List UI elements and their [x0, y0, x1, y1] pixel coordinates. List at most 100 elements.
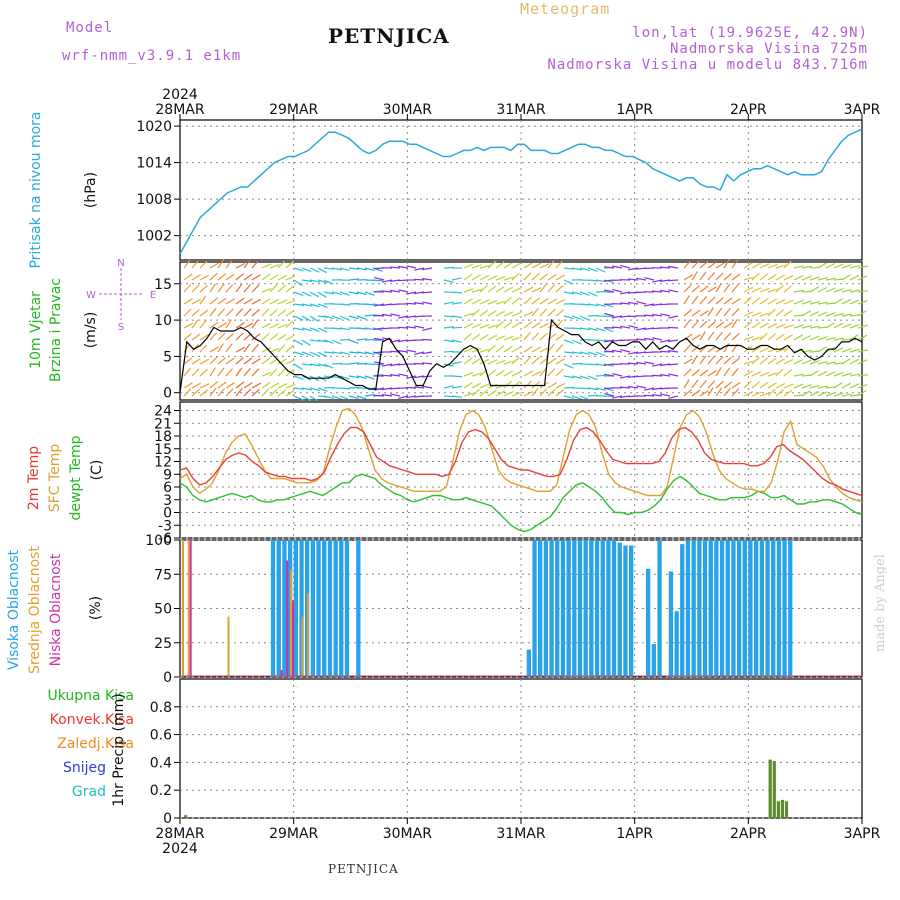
- wind-arrow: [691, 260, 700, 269]
- wind-arrow: [414, 351, 425, 355]
- wind-arrow: [743, 360, 754, 365]
- bottom-year-label: 2024: [162, 841, 198, 857]
- wind-arrow: [775, 284, 784, 293]
- wind-arrow: [269, 284, 278, 293]
- y-tick-label: 9: [163, 467, 172, 483]
- wind-arrow: [285, 389, 295, 397]
- wind-arrow: [191, 319, 199, 329]
- wind-arrow: [374, 337, 385, 341]
- wind-arrow: [277, 274, 287, 281]
- wind-arrow: [523, 321, 533, 329]
- wind-arrow: [707, 355, 715, 365]
- wind-arrow: [731, 357, 741, 365]
- wind-arrow: [793, 324, 804, 329]
- wind-arrow: [817, 346, 827, 353]
- wind-arrow: [636, 277, 647, 281]
- wind-arrow: [555, 389, 565, 397]
- wind-arrow: [323, 279, 334, 285]
- precip-bar: [184, 815, 188, 818]
- wind-arrow: [775, 382, 786, 389]
- wind-arrow: [636, 327, 647, 331]
- wind-arrow: [555, 368, 564, 377]
- wind-arrow: [309, 279, 320, 283]
- wind-arrow: [511, 321, 521, 329]
- wind-arrow: [372, 279, 383, 282]
- wind-arrow: [243, 308, 252, 317]
- wind-arrow: [331, 339, 342, 345]
- wind-arrow: [209, 321, 219, 329]
- wind-arrow: [191, 333, 201, 341]
- y-tick-label: 18: [154, 429, 172, 445]
- pressure-axis-label: Pritisak na nivou mora: [28, 111, 44, 268]
- station-title: PETNJICA: [328, 24, 450, 48]
- wind-arrow: [406, 349, 417, 353]
- wind-arrow: [269, 308, 278, 317]
- wind-arrow: [269, 382, 279, 389]
- wind-arrow: [849, 299, 860, 305]
- wind-arrow: [323, 375, 334, 379]
- wind-arrow: [571, 339, 582, 345]
- wind-arrow: [547, 357, 557, 365]
- y-tick-label: 1020: [136, 119, 172, 135]
- wind-arrow: [731, 259, 739, 269]
- wind-arrow: [699, 331, 706, 341]
- wind-arrow: [373, 314, 385, 317]
- wind-arrow: [643, 314, 655, 317]
- wind-arrow: [235, 273, 245, 281]
- wind-arrow: [225, 273, 235, 281]
- wind-arrow: [555, 358, 565, 365]
- wind-arrow: [723, 297, 733, 305]
- cloud-bar: [280, 670, 283, 677]
- cloud-bar: [657, 540, 662, 677]
- wind-arrow: [348, 291, 359, 295]
- wind-arrow: [261, 388, 270, 397]
- wind-arrow: [660, 393, 671, 397]
- wind-arrow: [547, 343, 555, 353]
- wind-arrow: [243, 284, 252, 293]
- cloud-bar: [560, 540, 566, 677]
- wind-arrow: [293, 395, 304, 401]
- wind-arrow: [235, 367, 243, 377]
- wind-arrow: [707, 261, 717, 269]
- wind-arrow: [849, 394, 860, 397]
- wind-arrow: [209, 346, 219, 353]
- wind-arrow: [579, 375, 590, 380]
- wind-arrow: [539, 357, 549, 365]
- wind-arrow: [579, 351, 590, 355]
- wind-arrow: [523, 272, 532, 281]
- wind-arrow: [390, 374, 401, 377]
- wind-arrow: [523, 370, 533, 377]
- cloud-bar: [543, 540, 548, 677]
- top-date-tick: 1APR: [616, 102, 653, 118]
- wind-arrow: [405, 302, 417, 305]
- wind-arrow: [775, 264, 786, 269]
- wind-arrow: [511, 287, 522, 293]
- wind-arrow: [636, 361, 647, 365]
- wind-arrow: [471, 308, 480, 317]
- wind-arrow: [825, 322, 835, 329]
- wind-arrow: [323, 267, 334, 270]
- wind-arrow: [406, 291, 417, 295]
- wind-arrow: [511, 391, 522, 397]
- wind-arrow: [323, 339, 334, 344]
- wind-arrow: [243, 322, 254, 329]
- precip-bar: [776, 801, 780, 818]
- wind-arrow: [243, 357, 253, 365]
- wind-arrow: [587, 303, 598, 307]
- wind-arrow: [563, 375, 574, 379]
- wind-arrow: [857, 374, 868, 377]
- wind-arrow: [620, 375, 631, 379]
- wind-arrow: [651, 290, 663, 293]
- wind-arrow: [479, 274, 490, 281]
- wind-arrow: [397, 326, 409, 329]
- wind-arrow: [539, 283, 547, 293]
- wind-arrow: [317, 351, 328, 358]
- wind-arrow: [199, 274, 210, 281]
- wind-arrow: [463, 312, 474, 317]
- wind-arrow: [199, 319, 207, 329]
- wind-arrow: [751, 381, 761, 389]
- wind-arrow: [531, 346, 541, 353]
- wind-arrow: [331, 327, 342, 330]
- cloud-bar: [594, 540, 600, 677]
